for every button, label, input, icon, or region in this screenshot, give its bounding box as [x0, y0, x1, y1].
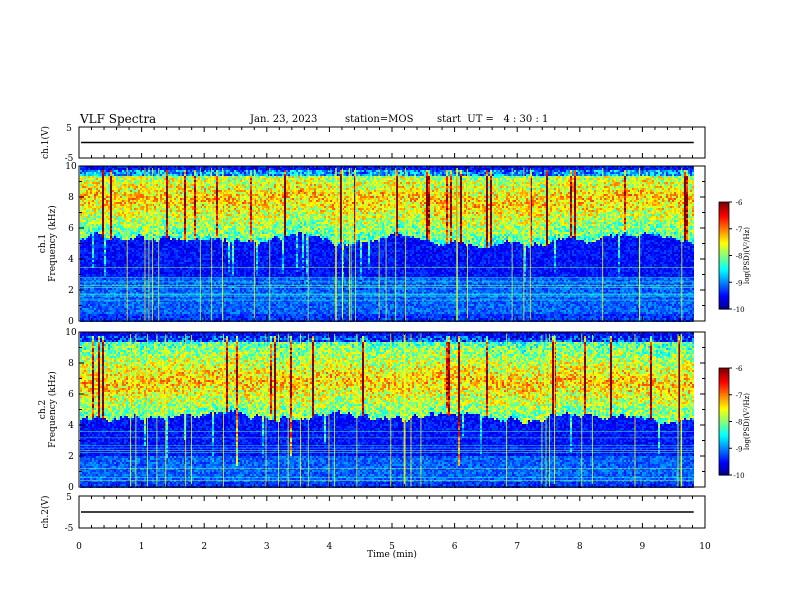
ch1-spectrogram-panel: 0 2 4 6 8 10 ch.1 Frequency (kHz): [38, 162, 705, 327]
colorbar-tick-label: -10: [733, 306, 744, 314]
y-tick-label: 8: [68, 193, 74, 203]
y-tick-label: 6: [68, 224, 74, 234]
ch1-waveform-panel: 5-5ch.1(V): [40, 124, 705, 164]
y-tick-label: -5: [65, 524, 74, 534]
waveform-ylabel: ch.2(V): [40, 496, 51, 529]
y-tick-label: 4: [68, 421, 74, 431]
colorbar-tick-label: -6: [736, 199, 743, 207]
colorbar-tick-label: -9: [736, 279, 743, 287]
y-tick-label: 5: [66, 124, 72, 134]
y-tick-label: 8: [68, 359, 74, 369]
y-tick-label: 0: [68, 483, 74, 493]
ch2-spectrogram-panel: 0 2 4 6 8 10 ch.2 Frequency (kHz): [38, 328, 705, 493]
y-tick-label: 2: [68, 452, 74, 462]
colorbar-tick-label: -7: [736, 226, 743, 234]
x-tick-label: 8: [577, 542, 583, 552]
spectrogram-cells: [79, 166, 694, 322]
spectrogram-ylabel: Frequency (kHz): [47, 205, 58, 282]
x-tick-label: 10: [699, 542, 711, 552]
ch2-colorbar: -6 -7 -8 -9 -10 log(PSD)(V²/Hz): [719, 365, 751, 480]
colorbar-label: log(PSD)(V²/Hz): [743, 393, 751, 450]
colorbar-tick-label: -7: [736, 392, 743, 400]
x-tick-label: 1: [139, 542, 145, 552]
x-tick-label: 9: [640, 542, 646, 552]
colorbar-tick-label: -6: [736, 365, 743, 373]
x-axis-label: Time (min): [367, 549, 417, 560]
spectrogram-cells: [79, 332, 694, 488]
colorbar-tick-label: -8: [736, 253, 743, 261]
waveform-ylabel: ch.1(V): [40, 126, 51, 159]
spectrogram-channel-label: ch.2: [38, 400, 48, 419]
y-tick-label: 6: [68, 390, 74, 400]
x-tick-label: 4: [327, 542, 333, 552]
y-tick-label: 0: [68, 317, 74, 327]
y-tick-label: 4: [68, 255, 74, 265]
colorbar-tick-label: -8: [736, 419, 743, 427]
colorbar-label: log(PSD)(V²/Hz): [743, 227, 751, 284]
y-tick-label: 10: [65, 328, 77, 338]
colorbar-tick-label: -10: [733, 472, 744, 480]
y-tick-label: 10: [65, 162, 77, 172]
spectrogram-channel-label: ch.1: [38, 234, 48, 253]
x-tick-label: 0: [76, 542, 82, 552]
y-tick-label: 2: [68, 286, 74, 296]
colorbar-tick-label: -9: [736, 445, 743, 453]
y-tick-label: 5: [66, 493, 72, 503]
spectrogram-ylabel: Frequency (kHz): [47, 371, 58, 448]
x-tick-label: 6: [452, 542, 458, 552]
x-tick-label: 3: [264, 542, 270, 552]
x-tick-label: 2: [201, 542, 207, 552]
x-tick-label: 7: [514, 542, 520, 552]
ch1-colorbar: -6 -7 -8 -9 -10 log(PSD)(V²/Hz): [719, 199, 751, 314]
ch2-waveform-panel: 5 -5 ch.2(V): [40, 493, 705, 534]
